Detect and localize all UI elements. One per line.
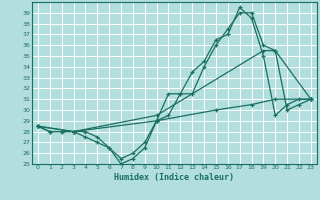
X-axis label: Humidex (Indice chaleur): Humidex (Indice chaleur) <box>115 173 234 182</box>
